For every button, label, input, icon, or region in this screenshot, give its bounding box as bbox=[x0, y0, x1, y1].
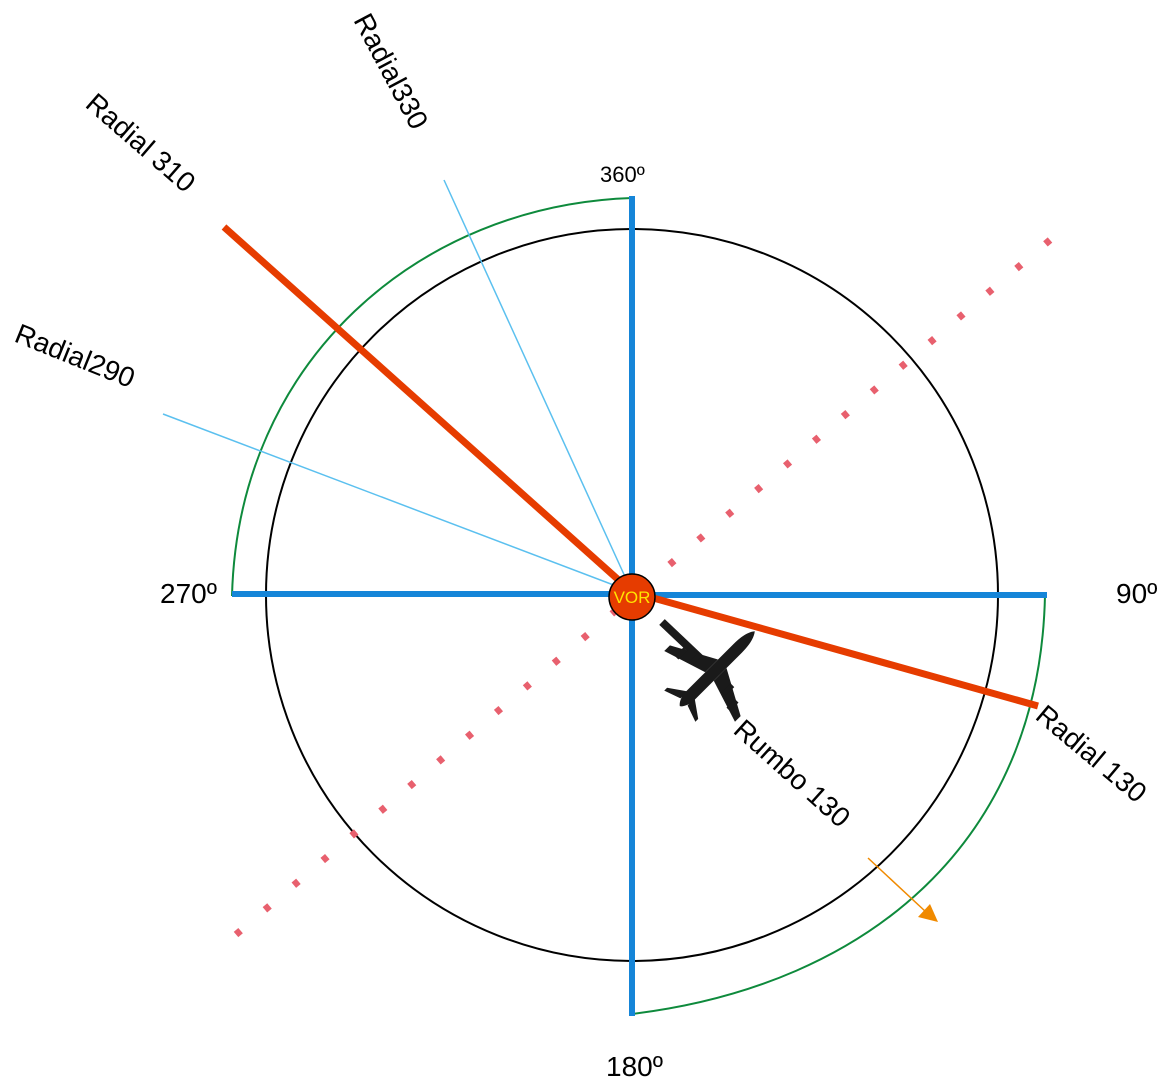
radial-130-visible bbox=[754, 700, 1036, 702]
radial-130-diag bbox=[748, 700, 1036, 703]
heading-arrow-shaft bbox=[867, 857, 927, 913]
arc-northwest bbox=[231, 197, 633, 597]
radial-130-se-stroke bbox=[744, 697, 1036, 705]
radial-130-actual bbox=[752, 700, 1036, 703]
aircraft-track-line bbox=[659, 619, 703, 661]
radial-130-line-main bbox=[746, 697, 1036, 703]
compass-north-label: 360º bbox=[600, 162, 645, 187]
radial-310-line bbox=[221, 224, 635, 595]
radial-130-final bbox=[745, 697, 1036, 703]
radial-130-out-line bbox=[756, 702, 1036, 703]
compass-east-label: 90º bbox=[1116, 578, 1157, 609]
radial-290-label: Radial290 bbox=[11, 318, 140, 394]
radial-130-seg bbox=[745, 697, 1036, 703]
radial-310-label: Radial 310 bbox=[80, 87, 201, 198]
radial-290-line bbox=[162, 413, 633, 593]
vor-station-marker bbox=[608, 573, 656, 621]
radial-330-line bbox=[443, 179, 633, 593]
radial-130-se-visible bbox=[752, 700, 1037, 706]
heading-arrowhead bbox=[918, 904, 938, 922]
radial-130-segment bbox=[750, 700, 1036, 705]
radial-130-thick bbox=[748, 697, 1036, 704]
radial-130-red bbox=[745, 697, 1036, 703]
radial-130-se-drawn bbox=[752, 700, 1037, 706]
dotted-perpendicular-line bbox=[209, 237, 1053, 958]
radial-130-orange bbox=[745, 697, 1036, 703]
radial-330-label: Radial330 bbox=[348, 8, 435, 134]
airplane-icon bbox=[664, 631, 755, 722]
radial-130-label: Radial 130 bbox=[1030, 699, 1152, 809]
arc-southeast bbox=[631, 594, 1046, 1015]
vor-label: VOR bbox=[614, 588, 651, 607]
heading-label: Rumbo 130 bbox=[728, 713, 856, 833]
radial-130-out bbox=[745, 697, 1036, 703]
compass-south-label: 180º bbox=[606, 1051, 663, 1082]
radial-130-line-main-drawn bbox=[631, 588, 1039, 710]
compass-west-label: 270º bbox=[160, 578, 217, 609]
radial-130-seg-line bbox=[744, 697, 1036, 702]
radial-130-main bbox=[740, 697, 1036, 703]
